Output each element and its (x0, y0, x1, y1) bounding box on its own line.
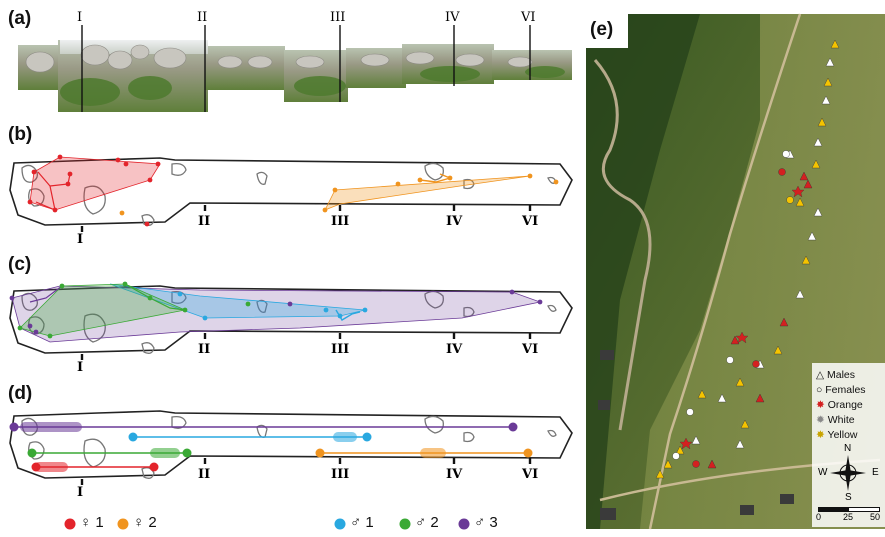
section-label-b-II: II (198, 214, 210, 229)
section-label-c-II: II (198, 342, 210, 357)
section-label-c-VI: VI (521, 342, 538, 357)
section-label-b-VI: VI (521, 214, 538, 229)
legend-dot-female1 (64, 518, 76, 530)
legend-male1-label: ♂ 1 (350, 514, 374, 531)
male2-range (19, 283, 187, 337)
legend-white: ✹ White (816, 414, 855, 426)
legend-male2-label: ♂ 2 (415, 514, 439, 531)
compass-n: N (844, 443, 852, 454)
panel-d-map: I II III IV VI (9, 410, 573, 500)
compass-icon (830, 455, 866, 491)
legend-females: ○ Females (816, 384, 866, 396)
scale-bar (818, 507, 880, 512)
section-label-d-VI: VI (521, 467, 538, 482)
circle-icon: ○ (816, 384, 823, 396)
scale-start: 0 (816, 512, 822, 522)
female2-range (324, 175, 531, 211)
star-icon: ✹ (816, 414, 825, 426)
section-label-b-III: III (331, 214, 349, 229)
star-icon: ✸ (816, 429, 825, 441)
scale-mid: 25 (843, 512, 854, 522)
star-icon: ✸ (816, 399, 825, 411)
section-label-d-II: II (198, 467, 210, 482)
section-label-d-I: I (77, 485, 83, 500)
section-label-c-I: I (77, 360, 83, 375)
male1-range (109, 283, 366, 319)
legend-dot-male1 (334, 518, 346, 530)
scale-end: 50 (870, 512, 881, 522)
section-label-a-IV: IV (445, 10, 460, 25)
compass-s: S (845, 492, 852, 503)
section-label-a-II: II (197, 10, 208, 25)
section-label-b-I: I (77, 232, 83, 247)
panel-label-d: (d) (8, 383, 33, 404)
panel-label-e: (e) (590, 19, 614, 40)
section-label-a-VI: VI (521, 10, 536, 25)
legend-males: △ Males (816, 369, 856, 381)
compass-e: E (872, 467, 879, 478)
legend-female1-label: ♀ 1 (80, 514, 104, 531)
legend-dot-female2 (117, 518, 129, 530)
section-label-c-III: III (331, 342, 349, 357)
triangle-icon: △ (816, 369, 825, 381)
section-label-d-III: III (331, 467, 349, 482)
panel-c-map: I II III IV VI (9, 281, 573, 375)
legend-dot-male2 (399, 518, 411, 530)
male3-range (11, 285, 542, 343)
panel-label-c: (c) (8, 254, 32, 275)
section-label-a-I: I (77, 10, 83, 25)
section-label-c-IV: IV (446, 342, 463, 357)
legend-male3-label: ♂ 3 (474, 514, 498, 531)
map-legend: △ Males ○ Females ✸ Orange ✹ White ✸ Yel… (812, 363, 885, 527)
panel-b-map: I II III IV VI (9, 154, 573, 247)
compass-w: W (818, 467, 828, 478)
section-label-b-IV: IV (446, 214, 463, 229)
legend-dot-male3 (458, 518, 470, 530)
legend-orange: ✸ Orange (816, 399, 863, 411)
legend-yellow: ✸ Yellow (816, 429, 858, 441)
section-label-d-IV: IV (446, 467, 463, 482)
panel-label-b: (b) (8, 124, 33, 145)
legend-female2-label: ♀ 2 (133, 514, 157, 531)
section-label-a-III: III (330, 10, 346, 25)
panel-label-a: (a) (8, 8, 32, 29)
